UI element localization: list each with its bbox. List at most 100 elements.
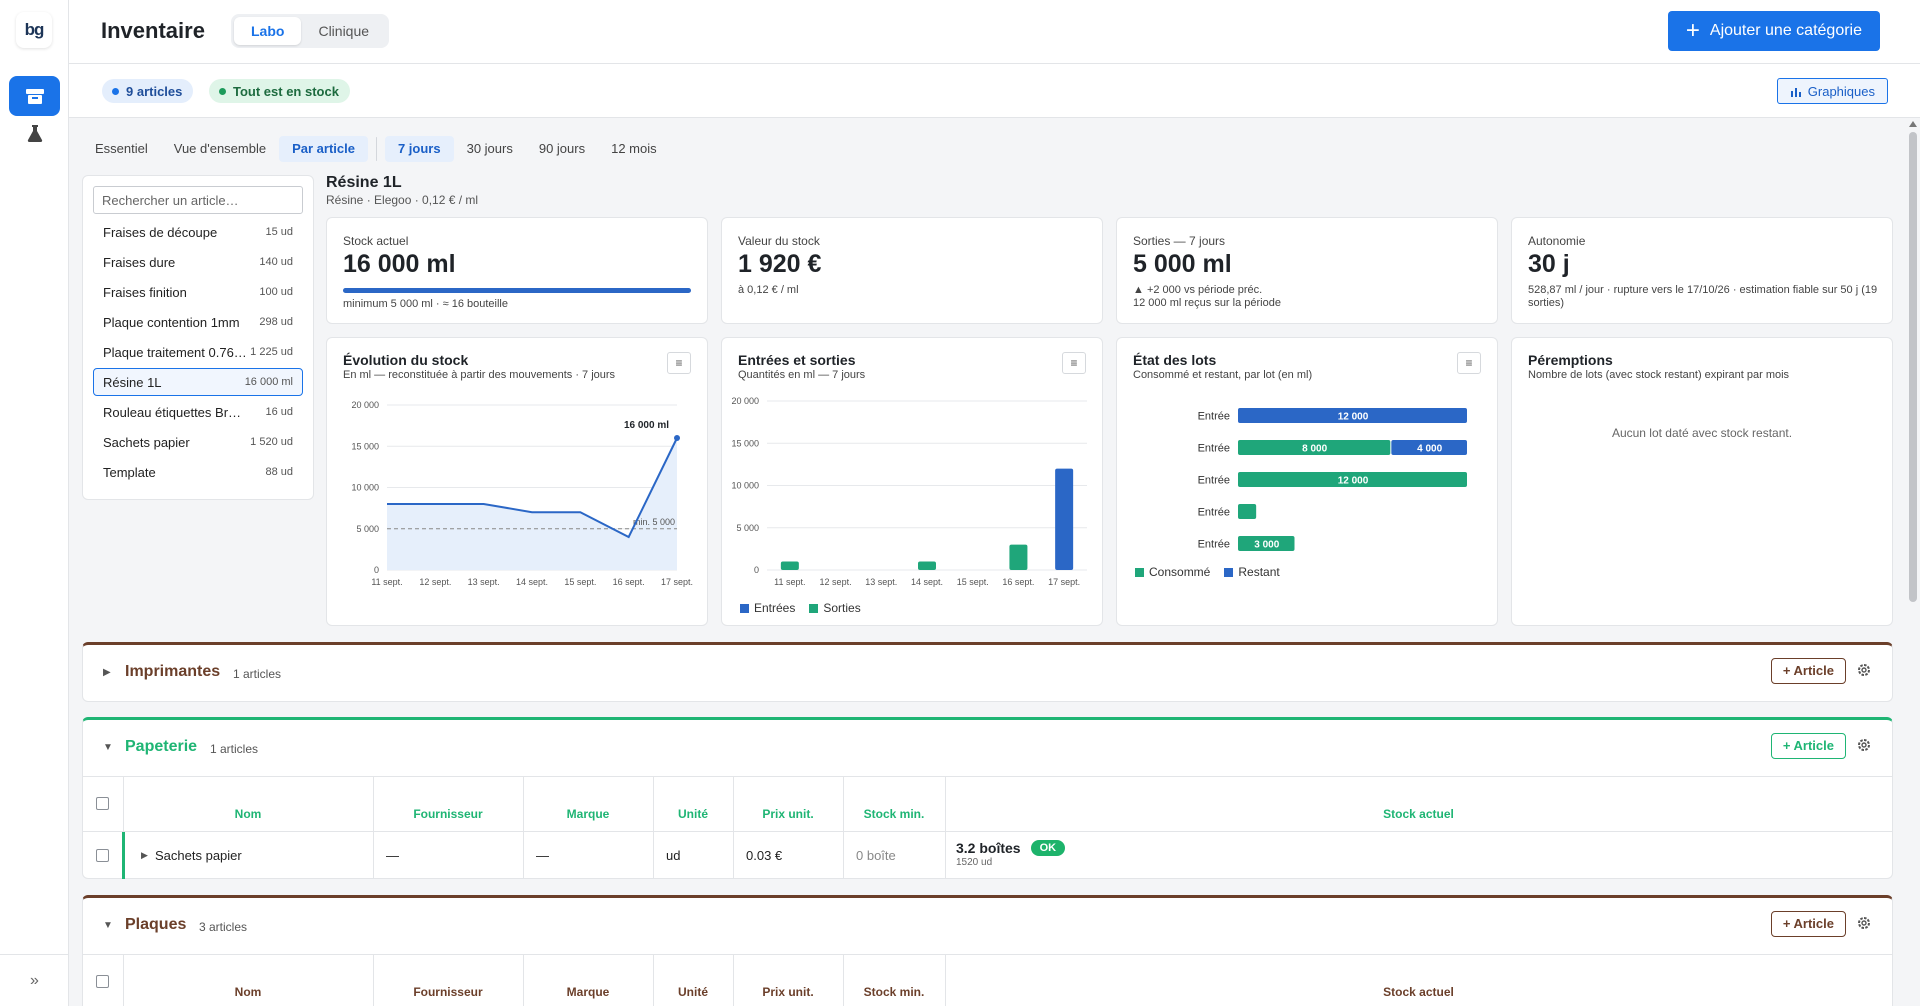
article-list-item[interactable]: Template 88 ud	[93, 458, 303, 486]
article-qty: 298 ud	[259, 316, 293, 328]
app-logo[interactable]: bg	[16, 12, 52, 48]
select-all-checkbox[interactable]	[96, 797, 109, 810]
category-header[interactable]: ▼ Plaques 3 articles + Article	[83, 898, 1892, 954]
plus-icon: +	[1685, 17, 1700, 44]
y-tick-label: 5 000	[736, 523, 759, 533]
sidebar-expand-button[interactable]: »	[0, 954, 69, 1006]
series-line	[387, 437, 678, 539]
chart-menu-button[interactable]: ≡	[667, 352, 691, 374]
divider	[653, 777, 654, 831]
column-marque[interactable]: Marque	[566, 807, 610, 821]
row-checkbox[interactable]	[96, 849, 109, 862]
column-fournisseur[interactable]: Fournisseur	[413, 985, 483, 999]
article-list-item[interactable]: Plaque contention 1mm 298 ud	[93, 308, 303, 336]
expand-row-icon[interactable]: ▶	[141, 850, 148, 860]
divider	[373, 832, 374, 879]
y-tick-label: 15 000	[351, 441, 379, 451]
view-essentiel[interactable]: Essentiel	[95, 141, 148, 156]
column-unite[interactable]: Unité	[678, 807, 708, 821]
article-list-item[interactable]: Résine 1L 16 000 ml	[93, 368, 303, 396]
column-nom[interactable]: Nom	[234, 985, 262, 999]
view-by-article[interactable]: Par article	[279, 136, 368, 162]
x-tick-label: 12 sept.	[820, 577, 852, 587]
scrollbar[interactable]	[1906, 118, 1920, 1006]
category-name: Imprimantes	[125, 663, 221, 680]
graphs-toggle-button[interactable]: Graphiques	[1776, 78, 1888, 104]
cell-marque: —	[536, 848, 549, 863]
divider	[375, 137, 377, 161]
expand-arrow-icon[interactable]: ▶	[103, 667, 111, 678]
collapse-arrow-icon[interactable]: ▼	[103, 742, 113, 753]
column-stock-actuel[interactable]: Stock actuel	[1383, 985, 1454, 999]
category-papeterie: ▼ Papeterie 1 articles + Article Nom Fou…	[82, 717, 1893, 879]
article-list: Fraises de découpe 15 ud Fraises dure 140 u…	[93, 218, 303, 486]
column-prix[interactable]: Prix unit.	[762, 807, 814, 821]
period-7-days[interactable]: 7 jours	[384, 136, 454, 162]
add-article-button[interactable]: + Article	[1770, 911, 1846, 937]
category-header[interactable]: ▼ Papeterie 1 articles + Article	[83, 720, 1892, 776]
period-90-days[interactable]: 90 jours	[538, 141, 586, 156]
sidebar-item-inventory[interactable]	[9, 76, 60, 116]
add-category-button[interactable]: + Ajouter une catégorie	[1667, 11, 1880, 51]
column-stock-min[interactable]: Stock min.	[863, 985, 925, 999]
article-list-item[interactable]: Sachets papier 1 520 ud	[93, 428, 303, 456]
articles-count-label: 9 articles	[126, 83, 183, 99]
select-all-checkbox[interactable]	[96, 975, 109, 988]
divider	[653, 832, 654, 879]
table-header: Nom Fournisseur Marque Unité Prix unit. …	[83, 954, 1892, 1006]
article-qty: 88 ud	[265, 466, 293, 478]
column-prix[interactable]: Prix unit.	[762, 985, 814, 999]
add-article-button[interactable]: + Article	[1770, 733, 1846, 759]
article-name: Fraises finition	[103, 284, 187, 300]
stock-sub: 1520 ud	[956, 857, 993, 868]
collapse-arrow-icon[interactable]: ▼	[103, 920, 113, 931]
legend-swatch	[809, 604, 819, 613]
gear-icon[interactable]	[1856, 915, 1872, 931]
divider	[523, 955, 524, 1006]
article-name: Sachets papier	[103, 434, 190, 450]
bar-consomme	[1238, 504, 1257, 519]
column-stock-min[interactable]: Stock min.	[863, 807, 925, 821]
table-row[interactable]: ▶ Sachets papier — — ud 0.03 € 0 boîte 3…	[83, 831, 1892, 879]
stock-progress-bar	[343, 288, 691, 293]
y-tick-label: 5 000	[356, 524, 379, 534]
period-30-days[interactable]: 30 jours	[466, 141, 513, 156]
column-nom[interactable]: Nom	[234, 807, 262, 821]
add-category-label: Ajouter une catégorie	[1709, 22, 1862, 39]
scroll-up-icon[interactable]	[1909, 121, 1917, 127]
scrollbar-thumb[interactable]	[1909, 132, 1917, 602]
value-card: Valeur du stock 1 920 € à 0,12 € / ml	[721, 217, 1103, 324]
article-list-item[interactable]: Fraises de découpe 15 ud	[93, 218, 303, 246]
category-name: Plaques	[125, 916, 187, 933]
chart-menu-button[interactable]: ≡	[1457, 352, 1481, 374]
category-imprimantes: ▶ Imprimantes 1 articles + Article	[82, 642, 1893, 702]
article-list-item[interactable]: Plaque traitement 0.76… 1 225 ud	[93, 338, 303, 366]
x-tick-label: 15 sept.	[564, 577, 596, 587]
category-header[interactable]: ▶ Imprimantes 1 articles + Article	[83, 645, 1892, 701]
tab-clinique[interactable]: Clinique	[318, 23, 370, 39]
view-overview[interactable]: Vue d'ensemble	[173, 141, 267, 156]
chart-menu-button[interactable]: ≡	[1062, 352, 1086, 374]
period-12-months[interactable]: 12 mois	[611, 141, 657, 156]
add-article-button[interactable]: + Article	[1770, 658, 1846, 684]
column-fournisseur[interactable]: Fournisseur	[413, 807, 483, 821]
divider	[373, 777, 374, 831]
gear-icon[interactable]	[1856, 662, 1872, 678]
chart-legend: Consommé Restant	[1135, 565, 1280, 579]
column-marque[interactable]: Marque	[566, 985, 610, 999]
bar-value-label: 4 000	[1417, 444, 1442, 455]
article-name: Rouleau étiquettes Brother	[103, 404, 248, 420]
article-list-item[interactable]: Fraises dure 140 ud	[93, 248, 303, 276]
legend-sorties: Sorties	[809, 601, 861, 615]
article-list-item[interactable]: Fraises finition 100 ud	[93, 278, 303, 306]
flask-icon	[27, 125, 42, 142]
tab-labo[interactable]: Labo	[234, 17, 302, 45]
column-stock-actuel[interactable]: Stock actuel	[1383, 807, 1454, 821]
article-search-input[interactable]	[93, 186, 303, 214]
x-tick-label: 11 sept.	[774, 577, 805, 587]
article-qty: 1 520 ud	[250, 436, 293, 448]
column-unite[interactable]: Unité	[678, 985, 708, 999]
gear-icon[interactable]	[1856, 737, 1872, 753]
sidebar-item-lab[interactable]	[9, 118, 60, 148]
article-list-item[interactable]: Rouleau étiquettes Brother 16 ud	[93, 398, 303, 426]
